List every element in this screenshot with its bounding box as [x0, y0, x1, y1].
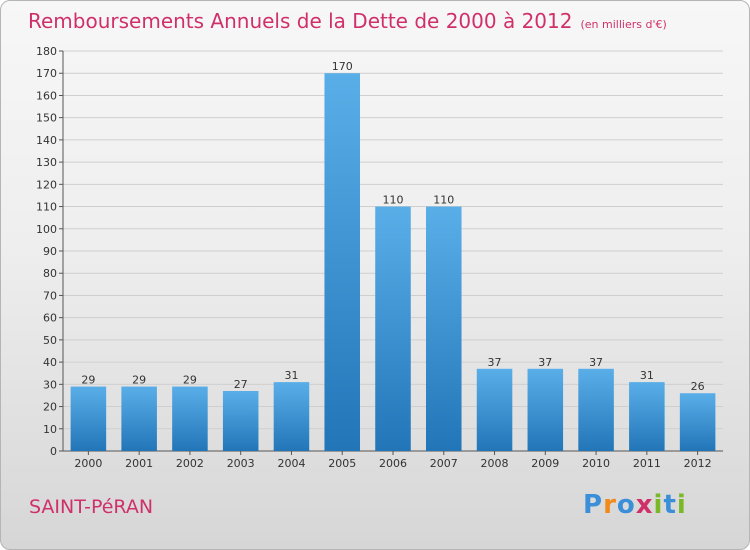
y-tick-label: 160 [36, 89, 57, 102]
proxiti-logo[interactable]: Proxiti [583, 490, 687, 520]
bar [527, 368, 564, 451]
y-tick-label: 130 [36, 156, 57, 169]
y-tick-label: 30 [43, 378, 57, 391]
logo-letter: o [616, 490, 636, 520]
town-name: SAINT-PéRAN [29, 496, 154, 518]
bar [273, 382, 310, 451]
bar [476, 368, 513, 451]
logo-letter: r [603, 490, 617, 520]
logo-letter: i [653, 490, 664, 520]
y-tick-label: 90 [43, 245, 57, 258]
bar [629, 382, 665, 451]
bar [172, 386, 208, 451]
x-tick-label: 2002 [176, 457, 204, 470]
bar-value-label: 31 [284, 369, 298, 382]
y-tick-label: 0 [50, 445, 57, 458]
x-tick-label: 2010 [582, 457, 610, 470]
x-tick-label: 2004 [277, 457, 305, 470]
y-tick-label: 100 [36, 223, 57, 236]
x-tick-label: 2003 [227, 457, 255, 470]
x-tick-label: 2007 [430, 457, 458, 470]
bar [679, 393, 716, 451]
bar-value-label: 37 [488, 356, 502, 369]
labels: 0 10 20 30 40 50 60 70 80 90 100 110 120 130 140 150 160… [36, 45, 712, 470]
x-tick-label: 2006 [379, 457, 407, 470]
bar-value-label: 37 [538, 356, 552, 369]
chart-title: Remboursements Annuels de la Dette de 20… [28, 9, 667, 33]
y-tick-label: 70 [43, 289, 57, 302]
y-tick-label: 80 [43, 267, 57, 280]
bar-value-label: 26 [691, 380, 705, 393]
bar [578, 368, 614, 451]
y-tick-label: 110 [36, 201, 57, 214]
x-tick-label: 2008 [481, 457, 509, 470]
bar-value-label: 110 [383, 194, 404, 207]
x-tick-label: 2000 [74, 457, 102, 470]
bar-value-label: 37 [589, 356, 603, 369]
logo-letter: P [583, 490, 604, 520]
y-tick-label: 60 [43, 312, 57, 325]
y-tick-label: 140 [36, 134, 57, 147]
y-tick-label: 180 [36, 45, 57, 58]
y-tick-label: 10 [43, 423, 57, 436]
x-tick-label: 2012 [684, 457, 712, 470]
bar-value-label: 31 [640, 369, 654, 382]
bar-value-label: 29 [183, 374, 197, 387]
y-tick-label: 40 [43, 356, 57, 369]
bar [426, 206, 462, 451]
bars [70, 73, 716, 451]
y-tick-label: 50 [43, 334, 57, 347]
chart-subtitle: (en milliers d'€) [580, 18, 667, 31]
bar [70, 386, 107, 451]
logo-letter: x [635, 490, 654, 520]
bar-value-label: 170 [332, 60, 353, 73]
x-tick-label: 2005 [328, 457, 356, 470]
x-tick-label: 2011 [633, 457, 661, 470]
y-tick-label: 170 [36, 67, 57, 80]
bar [121, 386, 157, 451]
bar [222, 391, 259, 451]
bar-value-label: 29 [81, 374, 95, 387]
bar [324, 73, 360, 451]
logo-letter: i [676, 490, 687, 520]
x-tick-label: 2001 [125, 457, 153, 470]
x-tick-label: 2009 [531, 457, 559, 470]
y-tick-label: 120 [36, 178, 57, 191]
bar-value-label: 29 [132, 374, 146, 387]
y-tick-label: 150 [36, 112, 57, 125]
bar-value-label: 110 [433, 194, 454, 207]
logo-letter: t [663, 490, 677, 520]
bar [375, 206, 411, 451]
chart-title-text: Remboursements Annuels de la Dette de 20… [28, 9, 573, 33]
bar-value-label: 27 [234, 378, 248, 391]
y-tick-label: 20 [43, 401, 57, 414]
